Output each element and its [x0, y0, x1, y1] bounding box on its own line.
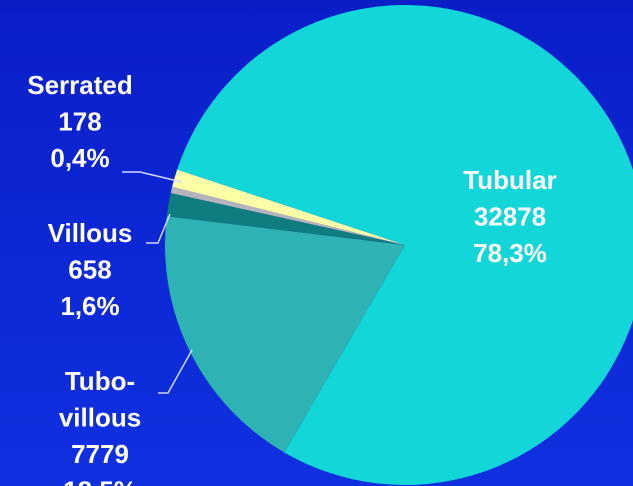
leader-lines	[122, 171, 193, 394]
labels: Tubular 32878 78,3% Tubo-villous 7779 18,5% Vi…	[27, 70, 556, 486]
slice-value: 178	[58, 106, 101, 136]
slice-label-line: Serrated	[27, 70, 133, 100]
slice-percent: 1,6%	[60, 291, 119, 321]
pie	[164, 5, 633, 485]
leader-line	[122, 171, 183, 183]
slice-label: Tubular	[463, 165, 556, 195]
slice-percent: 18,5%	[63, 475, 137, 486]
slice-label: Villous	[48, 218, 133, 248]
slice-label-line: villous	[59, 402, 141, 432]
slice-value: 32878	[474, 201, 546, 231]
leader-line	[146, 213, 171, 244]
slice-label: Tubo-villous	[59, 366, 141, 433]
slice-label-line: Tubo-	[65, 366, 135, 396]
slice-value: 658	[68, 254, 111, 284]
pie-slice	[166, 193, 405, 245]
pie-slice	[177, 5, 633, 485]
slice-label: Serrated	[27, 70, 133, 100]
pie-slice	[172, 169, 405, 245]
slice-percent: 0,4%	[50, 143, 109, 173]
slice-percent: 78,3%	[473, 238, 547, 268]
slice-value: 7779	[71, 439, 129, 469]
pie-slice	[170, 186, 405, 245]
pie-slice	[164, 216, 405, 453]
slice-label-line: Villous	[48, 218, 133, 248]
slice-label-line: Tubular	[463, 165, 556, 195]
leader-line	[158, 349, 193, 394]
